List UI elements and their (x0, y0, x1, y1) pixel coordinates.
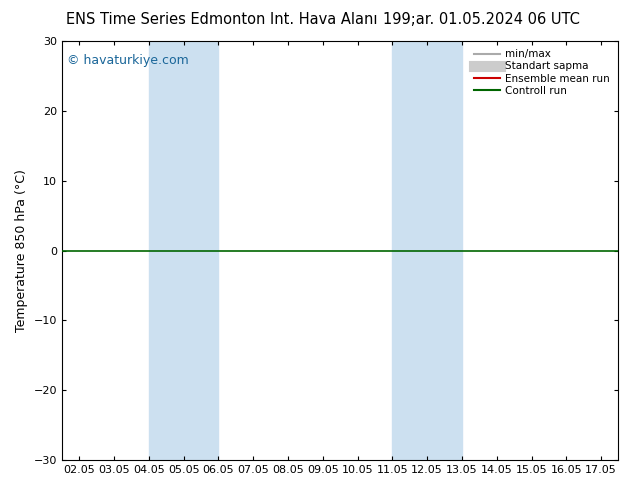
Text: © havaturkiye.com: © havaturkiye.com (67, 53, 189, 67)
Text: 199;ar. 01.05.2024 06 UTC: 199;ar. 01.05.2024 06 UTC (384, 12, 580, 27)
Y-axis label: Temperature 850 hPa (°C): Temperature 850 hPa (°C) (15, 169, 28, 332)
Legend: min/max, Standart sapma, Ensemble mean run, Controll run: min/max, Standart sapma, Ensemble mean r… (471, 46, 613, 99)
Bar (149, 41, 219, 460)
Bar (392, 41, 462, 460)
Text: ENS Time Series Edmonton Int. Hava Alanı: ENS Time Series Edmonton Int. Hava Alanı (66, 12, 378, 27)
